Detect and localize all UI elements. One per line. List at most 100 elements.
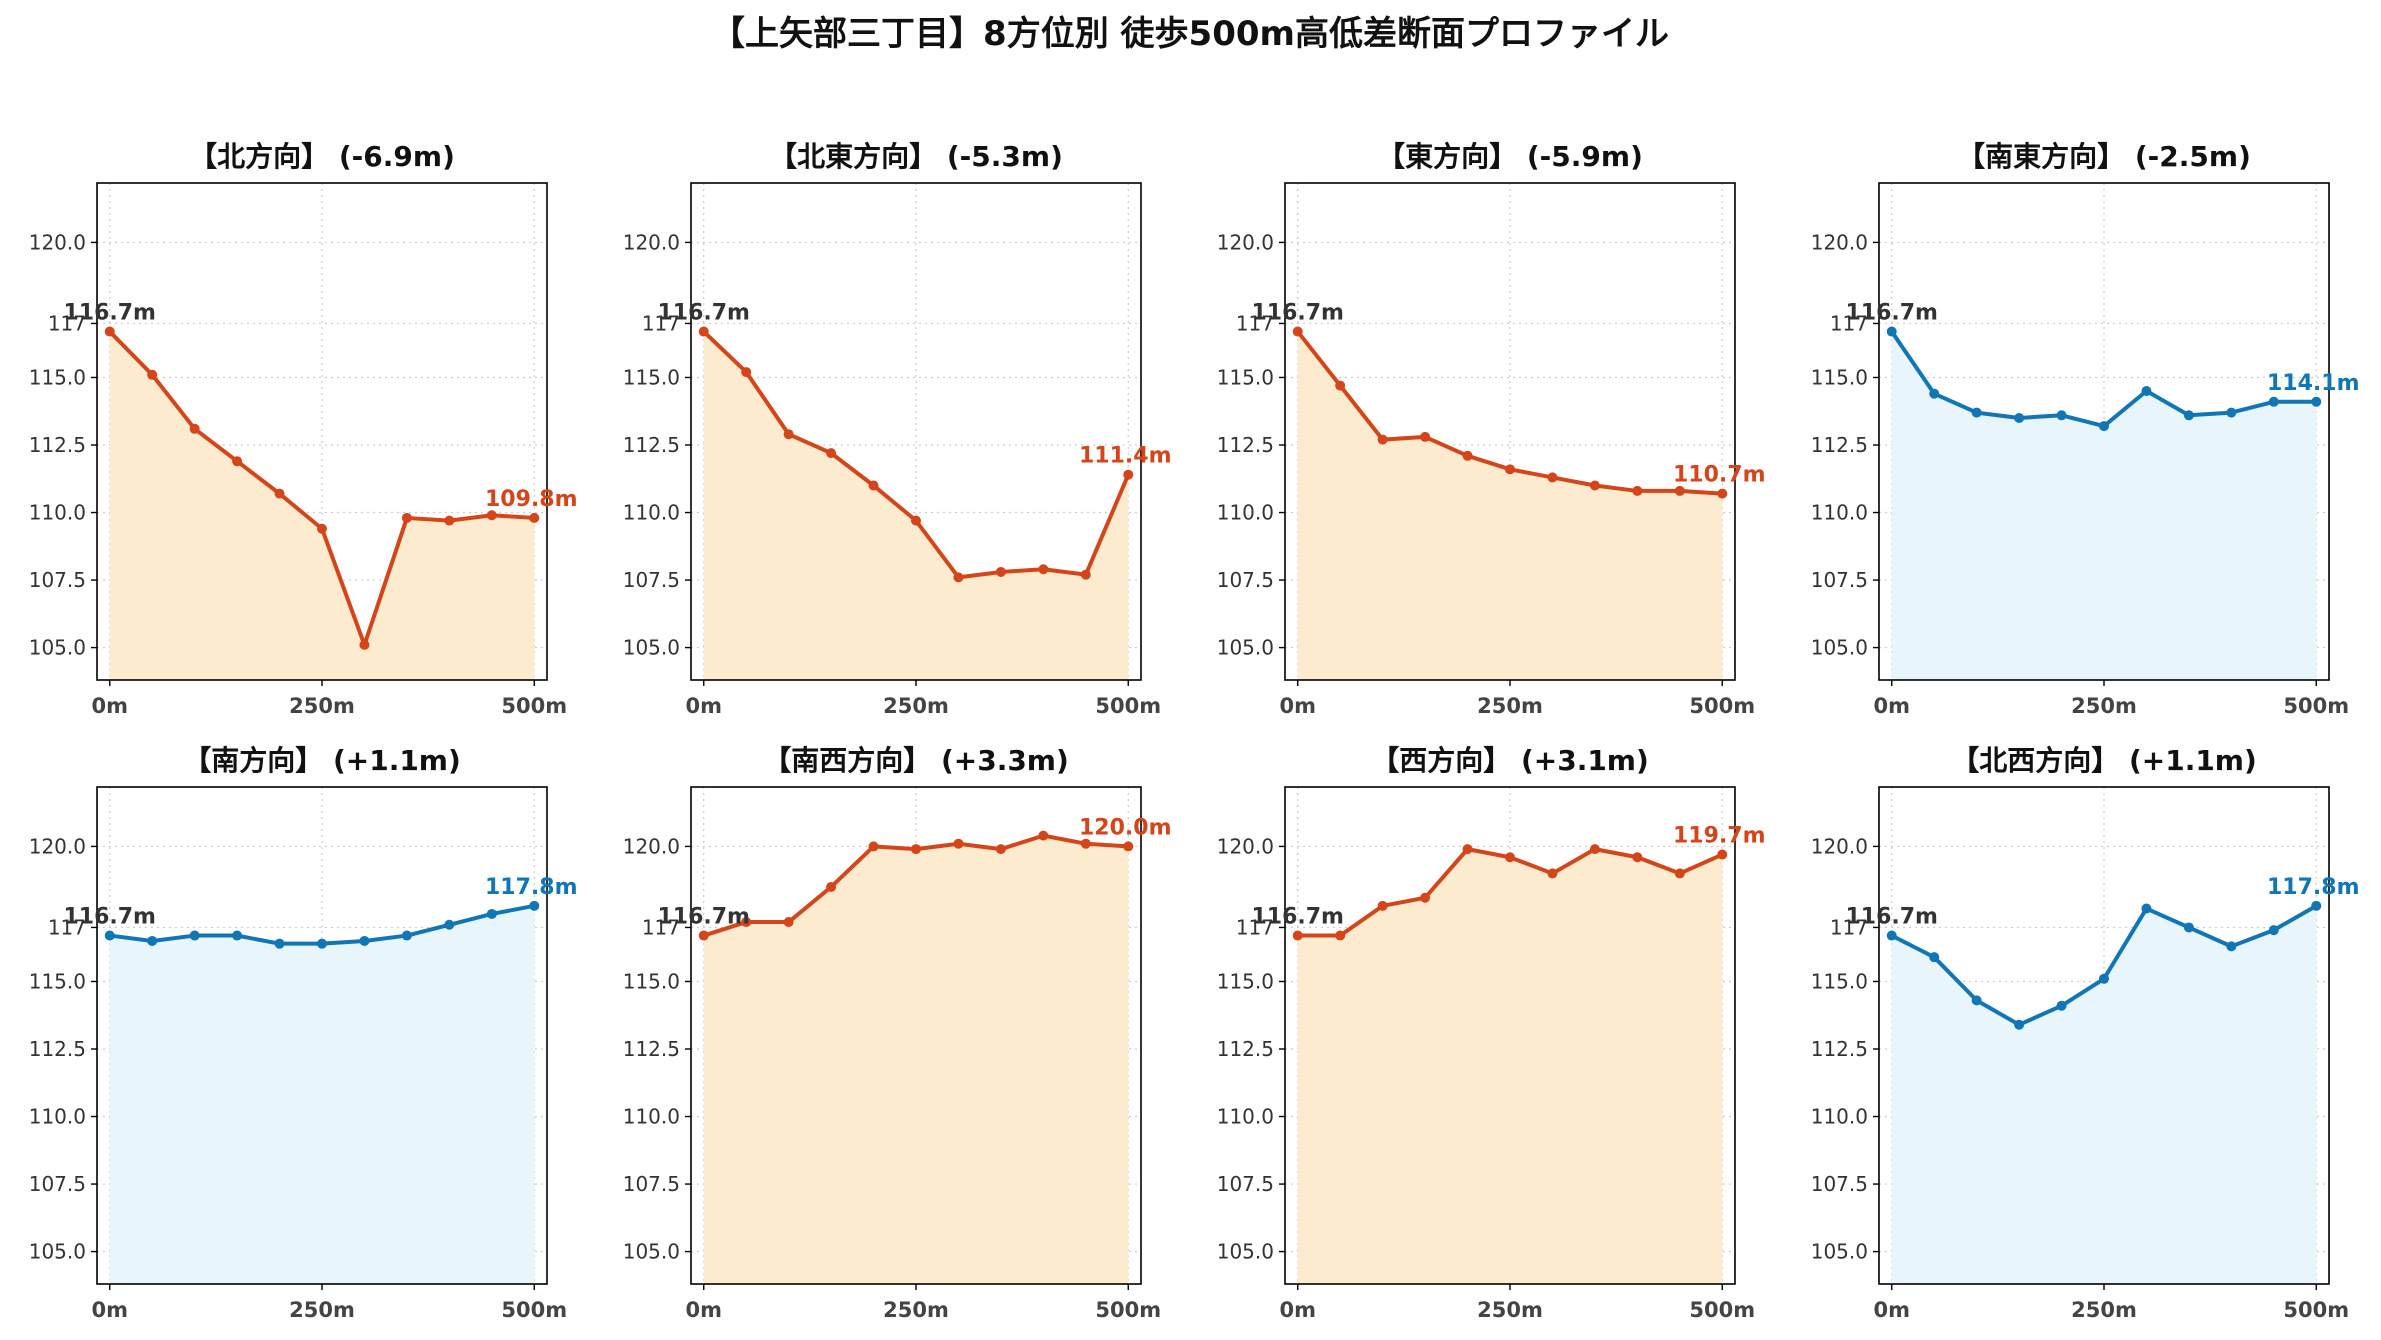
- data-point: [274, 488, 285, 499]
- data-point: [1674, 485, 1685, 496]
- y-tick-label: 107.5: [29, 568, 86, 592]
- data-point: [1038, 830, 1049, 841]
- data-point: [486, 908, 497, 919]
- y-tick-label: 117: [642, 915, 680, 939]
- panel-2: 【東方向】 (-5.9m) 105.0 107.5 110.0 112.5 115.0 11…: [1217, 140, 1766, 718]
- data-point: [104, 930, 115, 941]
- y-tick-label: 117: [642, 311, 680, 335]
- data-point: [2141, 385, 2152, 396]
- data-point: [1420, 431, 1431, 442]
- y-tick-label: 105.0: [1811, 1240, 1868, 1264]
- area-fill: [109, 905, 535, 1284]
- x-tick-label: 0m: [1279, 1298, 1316, 1322]
- panel-5: 【南西方向】 (+3.3m) 105.0 107.5 110.0 112.5 115.0 1…: [623, 744, 1172, 1322]
- x-tick-label: 0m: [685, 694, 722, 718]
- y-tick-label: 112.5: [1811, 1037, 1868, 1061]
- data-point: [995, 566, 1006, 577]
- y-tick-label: 120.0: [29, 230, 86, 254]
- y-tick-label: 105.0: [1217, 1240, 1274, 1264]
- x-tick-label: 500m: [501, 1298, 567, 1322]
- panel-title: 【北西方向】 (+1.1m): [1951, 744, 2257, 777]
- panel-6: 【西方向】 (+3.1m) 105.0 107.5 110.0 112.5 115.0 11…: [1217, 744, 1766, 1322]
- data-point: [1971, 407, 1982, 418]
- data-point: [2014, 412, 2025, 423]
- start-value-label: 116.7m: [1845, 905, 1938, 930]
- data-point: [911, 844, 921, 855]
- data-point: [741, 367, 752, 378]
- x-tick-label: 500m: [1689, 1298, 1755, 1322]
- data-point: [1123, 841, 1134, 852]
- x-tick-label: 0m: [1279, 694, 1316, 718]
- x-tick-label: 0m: [91, 1298, 128, 1322]
- x-tick-label: 500m: [1689, 694, 1755, 718]
- end-value-label: 119.7m: [1673, 824, 1766, 849]
- y-tick-label: 115.0: [623, 365, 680, 389]
- data-point: [1929, 952, 1940, 963]
- y-tick-label: 120.0: [1811, 834, 1868, 858]
- data-point: [1335, 380, 1346, 391]
- data-point: [868, 841, 879, 852]
- y-tick-label: 117: [48, 915, 86, 939]
- data-point: [1462, 844, 1473, 855]
- y-tick-label: 110.0: [1811, 1105, 1868, 1129]
- data-point: [189, 930, 200, 941]
- x-tick-label: 250m: [2071, 694, 2137, 718]
- y-tick-label: 112.5: [623, 1037, 680, 1061]
- y-tick-label: 107.5: [1811, 1172, 1868, 1196]
- panel-1: 【北東方向】 (-5.3m) 105.0 107.5 110.0 112.5 115.0 1…: [623, 140, 1172, 718]
- y-tick-label: 112.5: [1217, 1037, 1274, 1061]
- data-point: [401, 512, 412, 523]
- data-point: [1717, 849, 1728, 860]
- panel-title: 【北東方向】 (-5.3m): [769, 140, 1063, 173]
- data-point: [2226, 407, 2237, 418]
- data-point: [147, 935, 158, 946]
- start-value-label: 116.7m: [63, 301, 156, 326]
- data-point: [1632, 852, 1643, 863]
- panel-7: 【北西方向】 (+1.1m) 105.0 107.5 110.0 112.5 115.0 1…: [1811, 744, 2360, 1322]
- y-tick-label: 120.0: [1217, 230, 1274, 254]
- y-tick-label: 115.0: [623, 969, 680, 993]
- data-point: [1632, 485, 1643, 496]
- data-point: [189, 423, 200, 434]
- data-point: [783, 917, 794, 928]
- panel-title: 【南東方向】 (-2.5m): [1957, 140, 2251, 173]
- y-tick-label: 120.0: [623, 834, 680, 858]
- data-point: [1589, 844, 1600, 855]
- y-tick-label: 112.5: [623, 433, 680, 457]
- end-value-label: 111.4m: [1079, 444, 1172, 469]
- y-tick-label: 120.0: [1217, 834, 1274, 858]
- panel-title: 【北方向】 (-6.9m): [189, 140, 455, 173]
- data-point: [1123, 469, 1134, 480]
- y-tick-label: 110.0: [1217, 1105, 1274, 1129]
- y-tick-label: 117: [1236, 311, 1274, 335]
- data-point: [444, 919, 455, 930]
- data-point: [359, 935, 370, 946]
- y-tick-label: 115.0: [1217, 969, 1274, 993]
- data-point: [1886, 326, 1897, 337]
- data-point: [2141, 903, 2152, 914]
- start-value-label: 116.7m: [657, 905, 750, 930]
- y-tick-label: 117: [1830, 311, 1868, 335]
- data-point: [147, 369, 158, 380]
- area-fill: [703, 331, 1129, 680]
- area-fill: [1891, 905, 2317, 1284]
- end-value-label: 114.1m: [2267, 371, 2360, 396]
- y-tick-label: 105.0: [29, 636, 86, 660]
- x-tick-label: 500m: [2283, 1298, 2349, 1322]
- data-point: [1292, 930, 1303, 941]
- data-point: [1377, 434, 1388, 445]
- data-point: [2268, 925, 2279, 936]
- y-tick-label: 110.0: [29, 501, 86, 525]
- x-tick-label: 0m: [91, 694, 128, 718]
- y-tick-label: 117: [1236, 915, 1274, 939]
- figure-title: 【上矢部三丁目】8方位別 徒歩500m高低差断面プロファイル: [711, 14, 1669, 54]
- y-tick-label: 105.0: [623, 636, 680, 660]
- x-tick-label: 500m: [501, 694, 567, 718]
- x-tick-label: 0m: [1873, 1298, 1910, 1322]
- x-tick-label: 250m: [289, 1298, 355, 1322]
- data-point: [783, 429, 794, 440]
- panel-title: 【南西方向】 (+3.3m): [763, 744, 1069, 777]
- data-point: [826, 448, 837, 459]
- data-point: [1377, 900, 1388, 911]
